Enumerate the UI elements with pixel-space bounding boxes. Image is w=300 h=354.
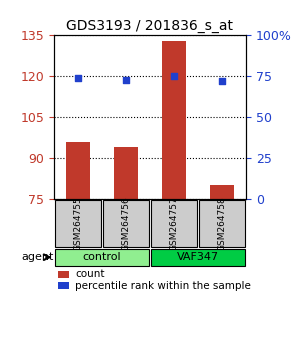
FancyBboxPatch shape <box>151 200 197 247</box>
Bar <box>58 282 69 289</box>
Text: agent: agent <box>22 252 54 262</box>
FancyBboxPatch shape <box>199 200 245 247</box>
Text: GDS3193 / 201836_s_at: GDS3193 / 201836_s_at <box>67 19 233 34</box>
Text: GSM264757: GSM264757 <box>169 196 178 251</box>
Bar <box>58 271 69 278</box>
Text: VAF347: VAF347 <box>177 252 219 262</box>
Text: GSM264758: GSM264758 <box>218 196 226 251</box>
Point <box>172 73 176 79</box>
Point <box>76 75 80 81</box>
Text: percentile rank within the sample: percentile rank within the sample <box>75 281 251 291</box>
Bar <box>162 41 186 199</box>
Bar <box>114 147 138 199</box>
Bar <box>210 185 234 199</box>
Point <box>124 77 128 82</box>
Text: GSM264755: GSM264755 <box>74 196 82 251</box>
Text: GSM264756: GSM264756 <box>122 196 130 251</box>
Bar <box>66 142 90 199</box>
Text: control: control <box>83 252 121 262</box>
FancyBboxPatch shape <box>151 249 245 267</box>
Text: count: count <box>75 269 105 279</box>
FancyBboxPatch shape <box>103 200 149 247</box>
FancyBboxPatch shape <box>55 200 101 247</box>
Point <box>220 78 224 84</box>
FancyBboxPatch shape <box>55 249 149 267</box>
